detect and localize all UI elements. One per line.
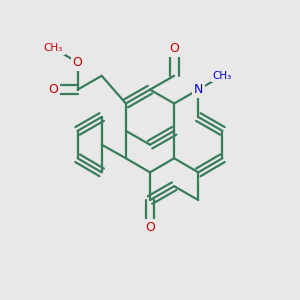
Text: CH₃: CH₃ <box>44 44 63 53</box>
Text: N: N <box>194 83 203 96</box>
Text: O: O <box>169 42 179 55</box>
Text: O: O <box>145 221 155 234</box>
Text: CH₃: CH₃ <box>213 71 232 81</box>
Text: O: O <box>73 56 82 69</box>
Text: O: O <box>49 83 58 96</box>
